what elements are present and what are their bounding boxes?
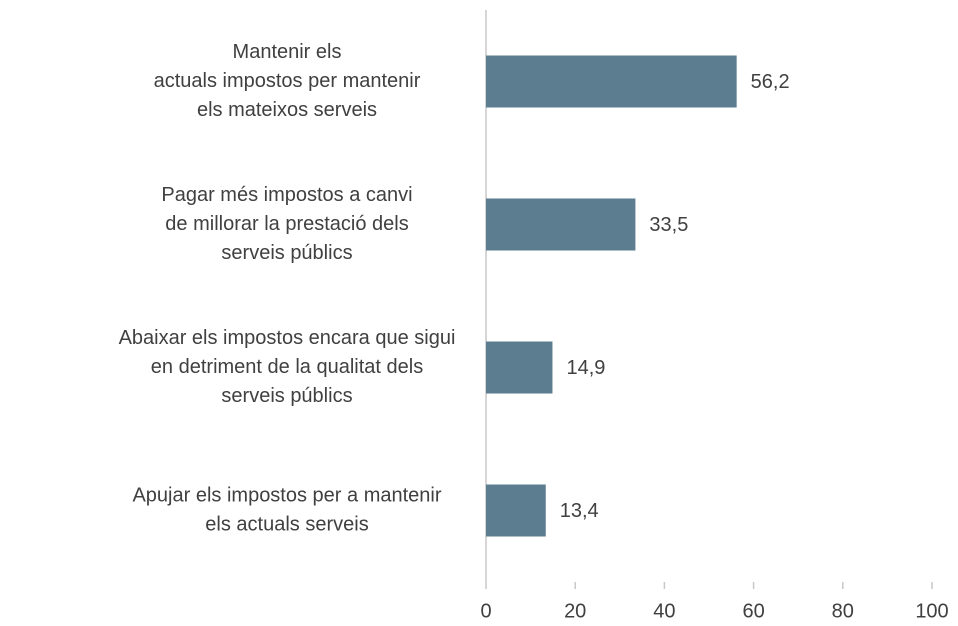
bar xyxy=(486,198,636,251)
category-label: serveis públics xyxy=(221,385,352,407)
category-label: en detriment de la qualitat dels xyxy=(151,356,423,378)
value-label: 13,4 xyxy=(560,500,599,522)
x-tick-label: 80 xyxy=(832,600,854,622)
bar xyxy=(486,484,546,537)
bar xyxy=(486,341,553,394)
category-label: Pagar més impostos a canvi xyxy=(161,184,412,206)
bar xyxy=(486,55,737,108)
category-label: Mantenir els xyxy=(233,41,342,63)
value-label: 56,2 xyxy=(751,71,790,93)
x-tick-label: 100 xyxy=(915,600,948,622)
category-label: actuals impostos per mantenir xyxy=(154,70,421,92)
value-label: 33,5 xyxy=(649,214,688,236)
category-label: Apujar els impostos per a mantenir xyxy=(132,484,441,506)
x-tick-label: 20 xyxy=(564,600,586,622)
category-label: serveis públics xyxy=(221,242,352,264)
x-tick-label: 40 xyxy=(653,600,675,622)
value-label: 14,9 xyxy=(566,357,605,379)
category-label: els actuals serveis xyxy=(205,513,368,535)
category-label: Abaixar els impostos encara que sigui xyxy=(119,327,456,349)
x-tick-label: 60 xyxy=(742,600,764,622)
category-label: els mateixos serveis xyxy=(197,99,377,121)
category-label: de millorar la prestació dels xyxy=(165,213,408,235)
x-tick-label: 0 xyxy=(480,600,491,622)
